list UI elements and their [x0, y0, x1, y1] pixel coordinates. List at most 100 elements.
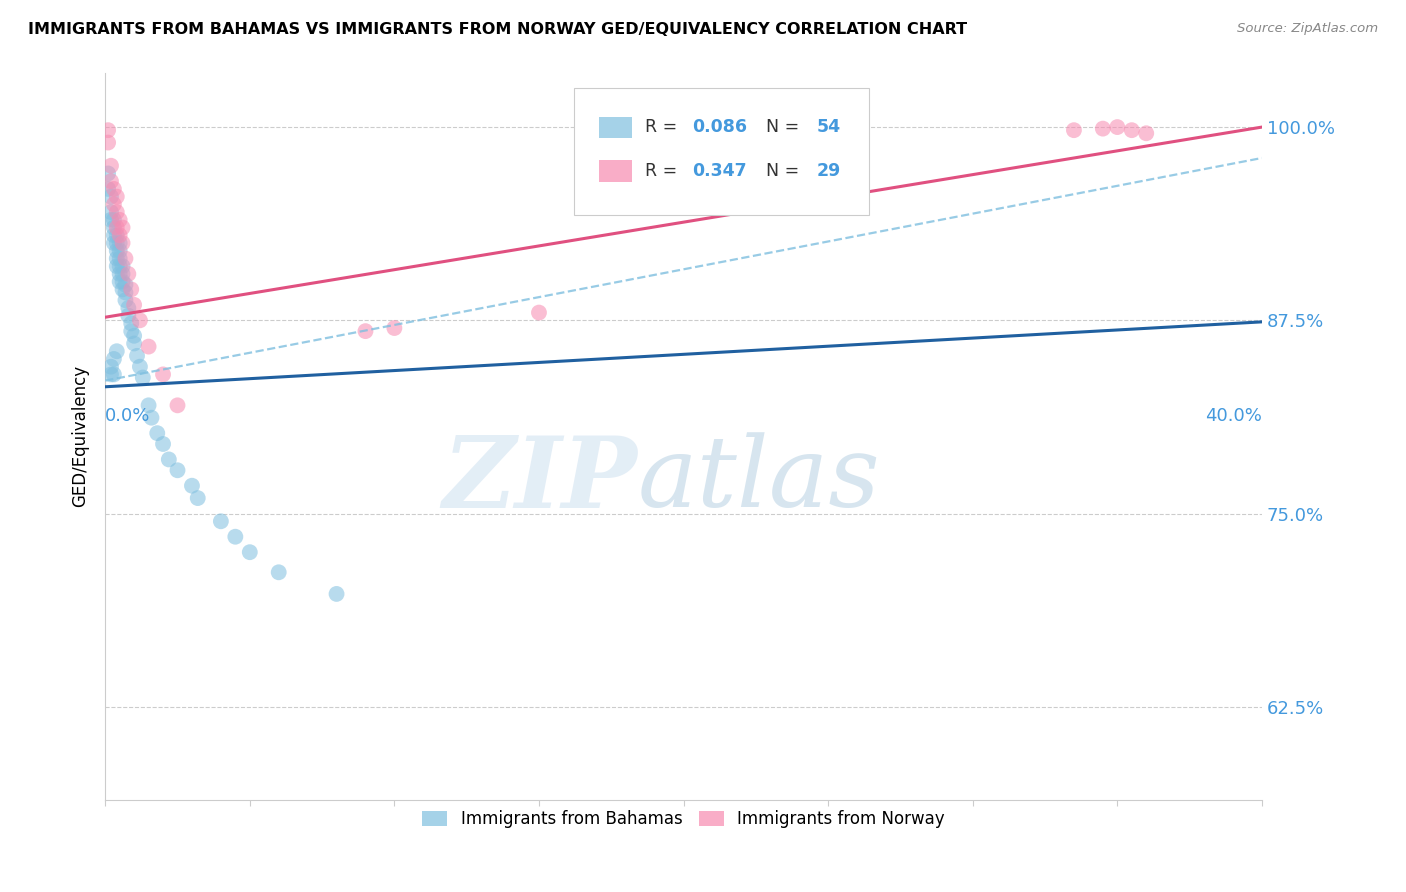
Point — [108, 275, 131, 289]
Point — [120, 317, 142, 331]
Point — [122, 336, 145, 351]
Point — [105, 252, 128, 266]
Point — [103, 220, 125, 235]
Point — [267, 566, 290, 580]
Point — [117, 267, 139, 281]
Text: 0.086: 0.086 — [692, 119, 747, 136]
Point — [105, 259, 128, 273]
Point — [1121, 123, 1143, 137]
Point — [103, 228, 125, 243]
Text: atlas: atlas — [637, 433, 880, 527]
Point — [129, 313, 152, 327]
Point — [117, 301, 139, 315]
Legend: Immigrants from Bahamas, Immigrants from Norway: Immigrants from Bahamas, Immigrants from… — [416, 804, 952, 835]
Point — [111, 267, 134, 281]
FancyBboxPatch shape — [574, 87, 869, 215]
Text: R =: R = — [645, 162, 683, 180]
Point — [97, 136, 120, 150]
Text: 54: 54 — [817, 119, 841, 136]
Text: N =: N = — [755, 119, 806, 136]
Point — [187, 491, 209, 505]
Point — [122, 328, 145, 343]
Point — [209, 514, 232, 528]
Point — [1091, 121, 1114, 136]
Point — [108, 252, 131, 266]
Point — [100, 205, 122, 219]
Point — [108, 212, 131, 227]
Point — [105, 205, 128, 219]
Text: IMMIGRANTS FROM BAHAMAS VS IMMIGRANTS FROM NORWAY GED/EQUIVALENCY CORRELATION CH: IMMIGRANTS FROM BAHAMAS VS IMMIGRANTS FR… — [28, 22, 967, 37]
Point — [114, 293, 136, 308]
Point — [103, 351, 125, 366]
Point — [122, 298, 145, 312]
Point — [354, 324, 377, 338]
Point — [181, 479, 204, 493]
Point — [1107, 120, 1129, 134]
Point — [97, 123, 120, 137]
Point — [100, 368, 122, 382]
Point — [100, 212, 122, 227]
Point — [152, 368, 174, 382]
Point — [224, 530, 246, 544]
Point — [100, 189, 122, 203]
Point — [138, 340, 160, 354]
Point — [100, 359, 122, 374]
Point — [105, 244, 128, 258]
Y-axis label: GED/Equivalency: GED/Equivalency — [72, 365, 89, 508]
Point — [325, 587, 347, 601]
Point — [166, 398, 188, 412]
Point — [117, 309, 139, 323]
Point — [157, 452, 180, 467]
Point — [108, 259, 131, 273]
Point — [105, 228, 128, 243]
Point — [100, 174, 122, 188]
Point — [120, 282, 142, 296]
Point — [105, 235, 128, 250]
Point — [97, 182, 120, 196]
Point — [527, 305, 550, 319]
Point — [114, 252, 136, 266]
Point — [1063, 123, 1085, 137]
Point — [108, 267, 131, 281]
Point — [111, 259, 134, 273]
Point — [111, 275, 134, 289]
Point — [103, 368, 125, 382]
Point — [111, 220, 134, 235]
Point — [138, 398, 160, 412]
Point — [132, 370, 155, 384]
Point — [141, 410, 163, 425]
FancyBboxPatch shape — [599, 161, 631, 182]
Point — [111, 235, 134, 250]
Point — [239, 545, 262, 559]
Point — [97, 166, 120, 180]
Point — [103, 212, 125, 227]
Point — [129, 359, 152, 374]
Text: 0.347: 0.347 — [692, 162, 747, 180]
Point — [114, 277, 136, 292]
Text: 0.0%: 0.0% — [105, 407, 150, 425]
Point — [108, 235, 131, 250]
Point — [108, 228, 131, 243]
Point — [120, 324, 142, 338]
Text: Source: ZipAtlas.com: Source: ZipAtlas.com — [1237, 22, 1378, 36]
Text: ZIP: ZIP — [443, 432, 637, 528]
Point — [1135, 126, 1157, 140]
Point — [166, 463, 188, 477]
Point — [146, 426, 169, 441]
Text: R =: R = — [645, 119, 683, 136]
Point — [103, 235, 125, 250]
Point — [105, 344, 128, 359]
Point — [384, 321, 406, 335]
Point — [103, 197, 125, 211]
Text: 29: 29 — [817, 162, 841, 180]
FancyBboxPatch shape — [599, 117, 631, 138]
Point — [105, 189, 128, 203]
Point — [125, 349, 148, 363]
Point — [108, 244, 131, 258]
Point — [111, 282, 134, 296]
Point — [103, 182, 125, 196]
Text: N =: N = — [755, 162, 806, 180]
Point — [105, 220, 128, 235]
Point — [100, 159, 122, 173]
Text: 40.0%: 40.0% — [1205, 407, 1263, 425]
